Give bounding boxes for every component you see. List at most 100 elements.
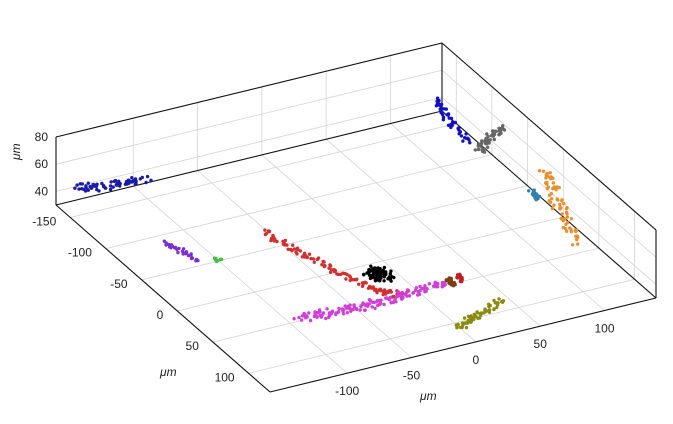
data-point-series-4 <box>267 229 272 234</box>
data-point-series-11 <box>455 326 459 330</box>
data-point-series-4 <box>307 252 312 256</box>
data-point-series-4 <box>315 257 319 262</box>
data-point-series-2 <box>468 141 472 145</box>
data-point-series-3 <box>486 138 490 142</box>
data-point-series-4 <box>282 243 286 247</box>
data-point-series-13 <box>555 185 559 189</box>
data-point-series-7 <box>407 294 412 298</box>
data-point-series-7 <box>389 301 393 305</box>
y-tick-label: 0 <box>473 353 480 367</box>
data-point-series-1 <box>127 181 131 185</box>
data-point-series-13 <box>565 215 569 219</box>
data-point-series-3 <box>492 137 496 142</box>
data-point-series-7 <box>308 318 313 323</box>
z-tick-label: 40 <box>35 184 49 198</box>
data-point-series-8 <box>383 270 387 275</box>
data-point-series-11 <box>492 298 496 303</box>
data-point-series-6 <box>167 245 172 249</box>
data-point-series-2 <box>457 132 461 136</box>
data-point-series-13 <box>552 203 556 207</box>
data-point-series-3 <box>491 129 495 133</box>
data-point-series-11 <box>483 307 487 311</box>
data-point-series-7 <box>440 285 444 289</box>
data-point-series-8 <box>374 277 378 282</box>
x-tick-label: 50 <box>186 339 200 353</box>
data-point-series-2 <box>441 113 445 117</box>
data-point-series-7 <box>411 291 415 295</box>
data-point-series-1 <box>109 180 113 184</box>
data-point-series-13 <box>541 169 546 173</box>
data-point-series-7 <box>370 305 374 309</box>
data-point-series-2 <box>441 118 446 122</box>
data-point-series-7 <box>387 297 391 302</box>
data-point-series-4 <box>303 255 307 259</box>
data-point-series-2 <box>459 134 464 138</box>
data-point-series-3 <box>497 126 501 130</box>
z-tick-label: 80 <box>35 130 49 144</box>
data-point-series-7 <box>374 300 379 304</box>
floor-grid-line <box>390 123 605 311</box>
data-point-series-2 <box>464 136 469 141</box>
data-point-series-1 <box>103 186 108 190</box>
data-point-series-1 <box>97 189 101 193</box>
data-point-series-1 <box>117 179 121 183</box>
data-point-series-8 <box>382 265 387 270</box>
data-point-series-4 <box>328 270 333 274</box>
data-point-series-7 <box>336 310 340 314</box>
data-point-series-1 <box>138 177 142 181</box>
data-point-series-7 <box>424 289 428 294</box>
data-point-series-7 <box>337 306 341 311</box>
x-tick-label: -100 <box>68 246 92 260</box>
data-point-series-13 <box>564 227 568 231</box>
data-point-series-4 <box>345 272 349 277</box>
data-point-series-1 <box>80 182 85 186</box>
data-point-series-13 <box>546 185 550 189</box>
data-point-series-8 <box>367 273 372 277</box>
data-point-series-13 <box>565 206 569 210</box>
data-point-series-3 <box>482 150 487 154</box>
data-point-series-13 <box>547 193 552 197</box>
data-point-series-8 <box>376 268 380 272</box>
data-point-series-4 <box>292 247 297 251</box>
data-point-series-8 <box>379 276 383 280</box>
data-point-series-13 <box>551 181 555 185</box>
data-point-series-7 <box>334 312 338 317</box>
data-point-series-1 <box>86 181 91 185</box>
data-point-series-13 <box>550 206 555 211</box>
data-point-series-4 <box>283 238 288 243</box>
data-point-series-1 <box>118 184 122 188</box>
data-point-series-3 <box>499 131 503 135</box>
data-point-series-3 <box>499 126 504 131</box>
data-point-series-2 <box>467 138 471 142</box>
data-point-series-2 <box>446 113 450 117</box>
data-point-series-4 <box>364 281 368 285</box>
data-point-series-7 <box>398 294 402 298</box>
data-point-series-10 <box>458 272 462 276</box>
x-tick-label: 100 <box>215 370 235 384</box>
data-point-series-11 <box>497 297 501 301</box>
data-point-series-11 <box>474 314 478 319</box>
data-point-series-4 <box>303 251 307 255</box>
floor-grid-line <box>132 185 348 374</box>
data-point-series-7 <box>373 306 377 310</box>
z-axis-label: μm <box>9 143 23 161</box>
data-point-series-3 <box>479 144 483 148</box>
data-point-series-4 <box>344 277 348 281</box>
data-point-series-8 <box>382 275 386 279</box>
data-point-series-1 <box>73 186 77 190</box>
data-point-series-13 <box>575 234 580 238</box>
data-point-series-1 <box>113 178 118 183</box>
floor-grid-line <box>325 138 541 327</box>
data-point-series-8 <box>377 273 382 277</box>
data-point-series-11 <box>462 316 467 320</box>
data-point-series-4 <box>332 269 336 274</box>
data-point-series-7 <box>416 293 420 297</box>
data-point-series-3 <box>480 139 484 143</box>
data-point-series-1 <box>131 179 135 184</box>
data-point-series-4 <box>295 252 299 256</box>
axes-box-edge <box>441 110 657 299</box>
data-point-series-13 <box>565 212 569 216</box>
data-point-series-6 <box>177 246 181 251</box>
y-tick-label: 100 <box>594 322 614 336</box>
data-point-series-7 <box>292 317 296 321</box>
